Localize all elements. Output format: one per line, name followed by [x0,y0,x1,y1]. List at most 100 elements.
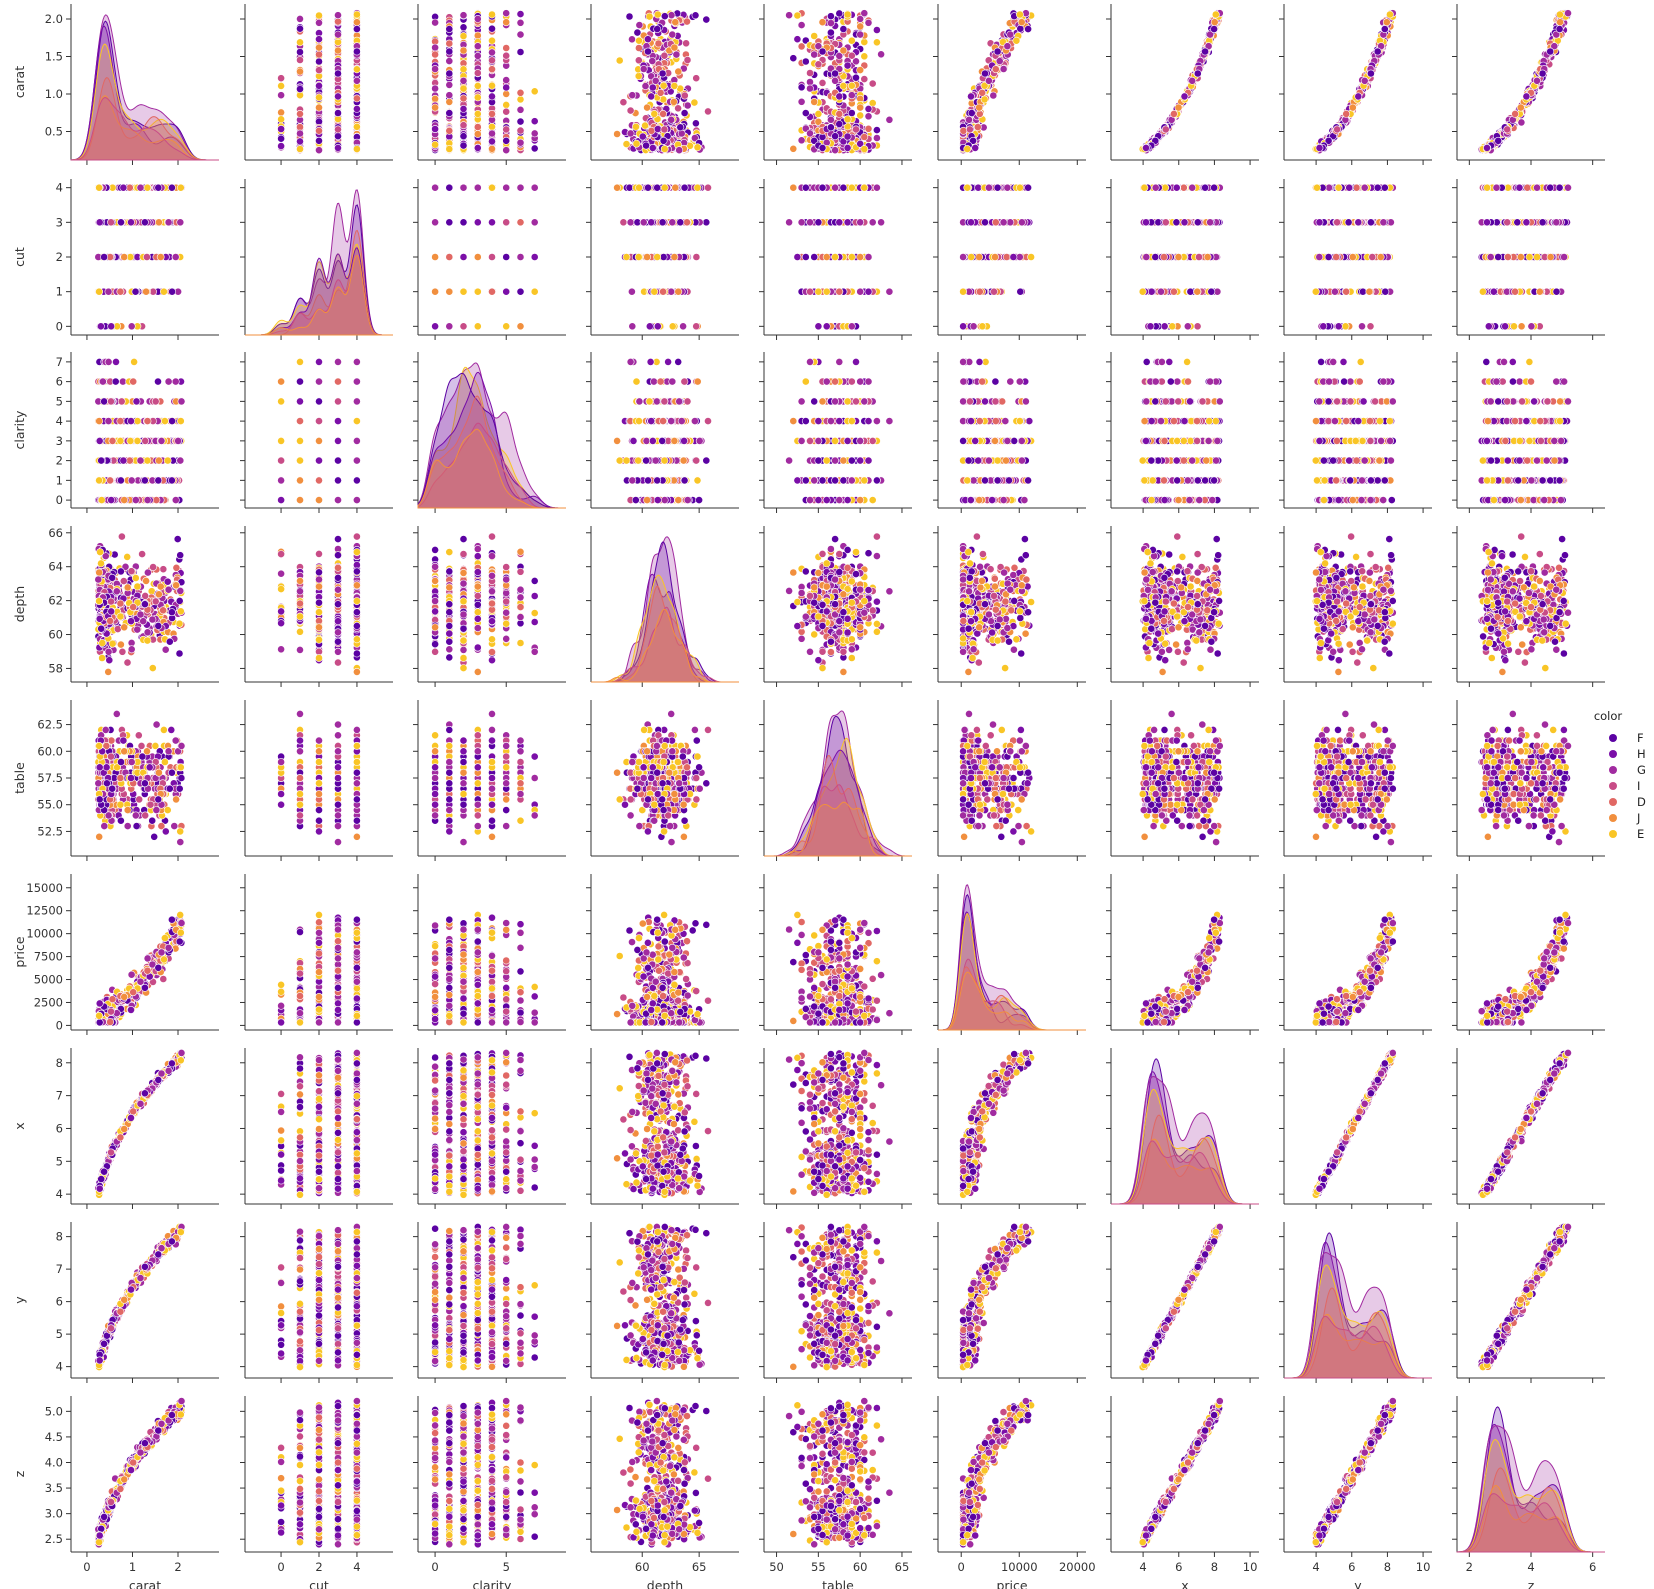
x-tick-label: 6 [1348,1560,1355,1574]
data-point [353,145,360,152]
data-point [1000,65,1007,72]
y-axis-label: x [12,1122,27,1129]
y-tick-label: 10000 [26,927,63,941]
data-point [432,104,439,111]
data-point [990,92,997,99]
x-tick-label: 65 [895,1560,910,1574]
x-axis-label: depth [647,1578,683,1589]
y-tick-label: 8 [56,1056,63,1070]
data-point [460,66,467,73]
x-tick-label: 6 [1175,1560,1182,1574]
data-point [531,118,538,125]
y-tick-label: 58 [48,661,63,675]
data-point [852,126,859,133]
data-point [840,82,847,89]
data-point [315,12,322,19]
data-point [446,145,453,152]
data-point [1316,144,1323,151]
data-point [278,92,285,99]
data-point [865,19,872,26]
data-point [446,127,453,134]
scatter-carat-vs-clarity [432,10,539,154]
data-point [802,58,809,65]
data-point [353,26,360,33]
data-point [642,83,649,90]
data-point [334,47,341,54]
data-point [655,40,662,47]
x-tick-label: 5 [503,1560,510,1574]
data-point [827,29,834,36]
y-tick-label: 7 [56,355,63,369]
data-point [819,19,826,26]
data-point [869,80,876,87]
y-tick-label: 62 [48,594,63,608]
y-tick-label: 2500 [34,995,63,1009]
data-point [1016,11,1023,18]
data-point [296,48,303,55]
data-point [474,32,481,39]
data-point [861,53,868,60]
data-point [1004,43,1011,50]
data-point [865,105,872,112]
data-point [790,145,797,152]
data-point [654,11,661,18]
data-point [296,25,303,32]
kde-curve-J [764,802,912,856]
y-axis-label: carat [12,66,27,98]
data-point [684,102,691,109]
data-point [836,93,843,100]
x-axis-label: carat [129,1578,161,1589]
data-point [844,133,851,140]
data-point [790,55,797,62]
data-point [315,94,322,101]
data-point [488,37,495,44]
data-point [1142,144,1149,151]
y-tick-label: 2.0 [45,12,63,26]
data-point [832,77,839,84]
data-point [660,137,667,144]
x-axis-label: x [1181,1578,1188,1589]
y-tick-label: 2.5 [45,1532,63,1546]
data-point [1343,110,1350,117]
data-point [432,19,439,26]
data-point [278,125,285,132]
data-point [334,70,341,77]
data-point [1211,19,1218,26]
y-tick-label: 4.0 [45,1455,63,1469]
data-point [886,116,893,123]
x-tick-label: 10 [1243,1560,1258,1574]
data-point [278,116,285,123]
data-point [628,36,635,43]
y-tick-label: 3 [56,215,63,229]
data-point [488,11,495,18]
data-point [636,22,643,29]
data-point [861,76,868,83]
scatter-carat-vs-depth [614,10,712,154]
data-point [994,48,1001,55]
x-tick-label: 50 [769,1560,784,1574]
data-point [964,145,971,152]
y-tick-label: 5 [56,394,63,408]
data-point [488,57,495,64]
data-point [844,144,851,151]
y-tick-label: 3.0 [45,1507,63,1521]
data-point [660,82,667,89]
data-point [683,18,690,25]
x-tick-label: 0 [277,1560,284,1574]
data-point [836,110,843,117]
y-tick-label: 0 [56,1018,63,1032]
data-point [1355,93,1362,100]
data-point [517,89,524,96]
data-point [985,77,992,84]
data-point [353,77,360,84]
data-point [334,133,341,140]
x-tick-label: 4 [1139,1560,1146,1574]
data-point [503,10,510,17]
data-point [857,67,864,74]
data-point [1211,26,1218,33]
y-tick-label: 3.5 [45,1481,63,1495]
data-point [703,16,710,23]
y-tick-label: 1 [56,473,63,487]
y-tick-label: 2 [56,250,63,264]
data-point [965,116,972,123]
